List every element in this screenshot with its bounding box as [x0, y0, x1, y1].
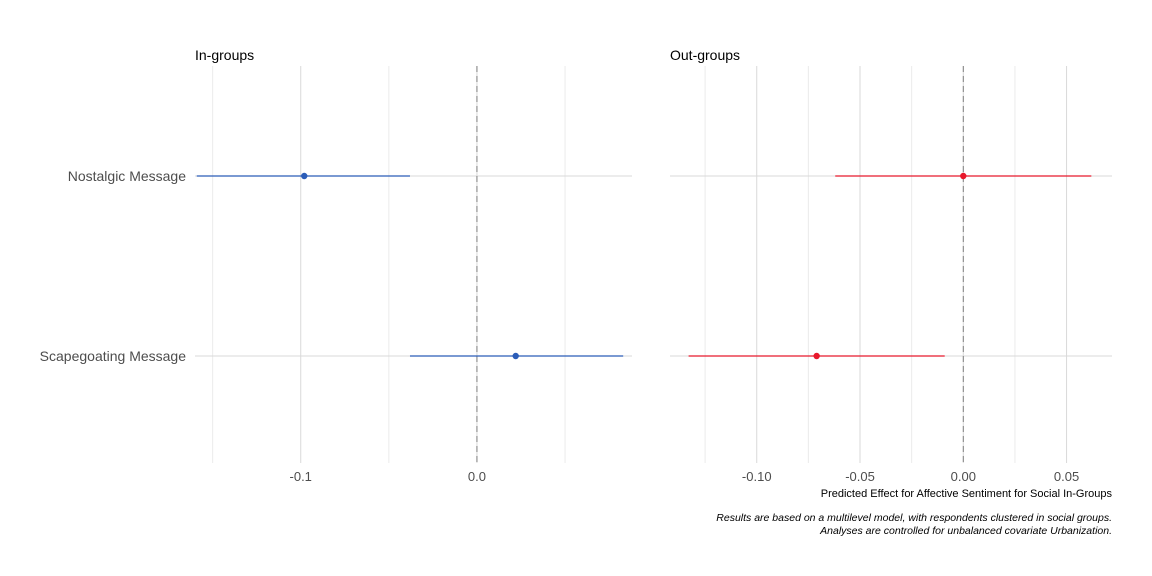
out-groups-panel: Out-groups -0.10 -0.05 0.00 0.05	[670, 47, 1112, 484]
out-groups-point-estimate	[813, 352, 820, 360]
out-groups-x-tick-label: -0.10	[742, 469, 772, 484]
caption-line-2: Analyses are controlled for unbalanced c…	[819, 525, 1112, 537]
in-groups-x-tick-label: 0.0	[468, 469, 486, 484]
in-groups-x-tick-label: -0.1	[290, 469, 312, 484]
in-groups-point-estimate	[512, 352, 519, 360]
in-groups-point-estimate	[301, 172, 308, 180]
out-groups-x-tick-label: -0.05	[845, 469, 875, 484]
category-label: Nostalgic Message	[68, 168, 186, 184]
in-groups-panel-title: In-groups	[195, 47, 254, 63]
caption-line-1: Results are based on a multilevel model,…	[716, 512, 1112, 524]
out-groups-panel-title: Out-groups	[670, 47, 740, 63]
out-groups-x-tick-label: 0.00	[951, 469, 976, 484]
in-groups-panel: In-groups -0.1 0.0 Nostalgic Message Scapego…	[40, 47, 632, 484]
out-groups-x-tick-label: 0.05	[1054, 469, 1079, 484]
category-label: Scapegoating Message	[40, 348, 187, 364]
out-groups-point-estimate	[960, 172, 967, 180]
x-axis-title: Predicted Effect for Affective Sentiment…	[821, 488, 1113, 500]
